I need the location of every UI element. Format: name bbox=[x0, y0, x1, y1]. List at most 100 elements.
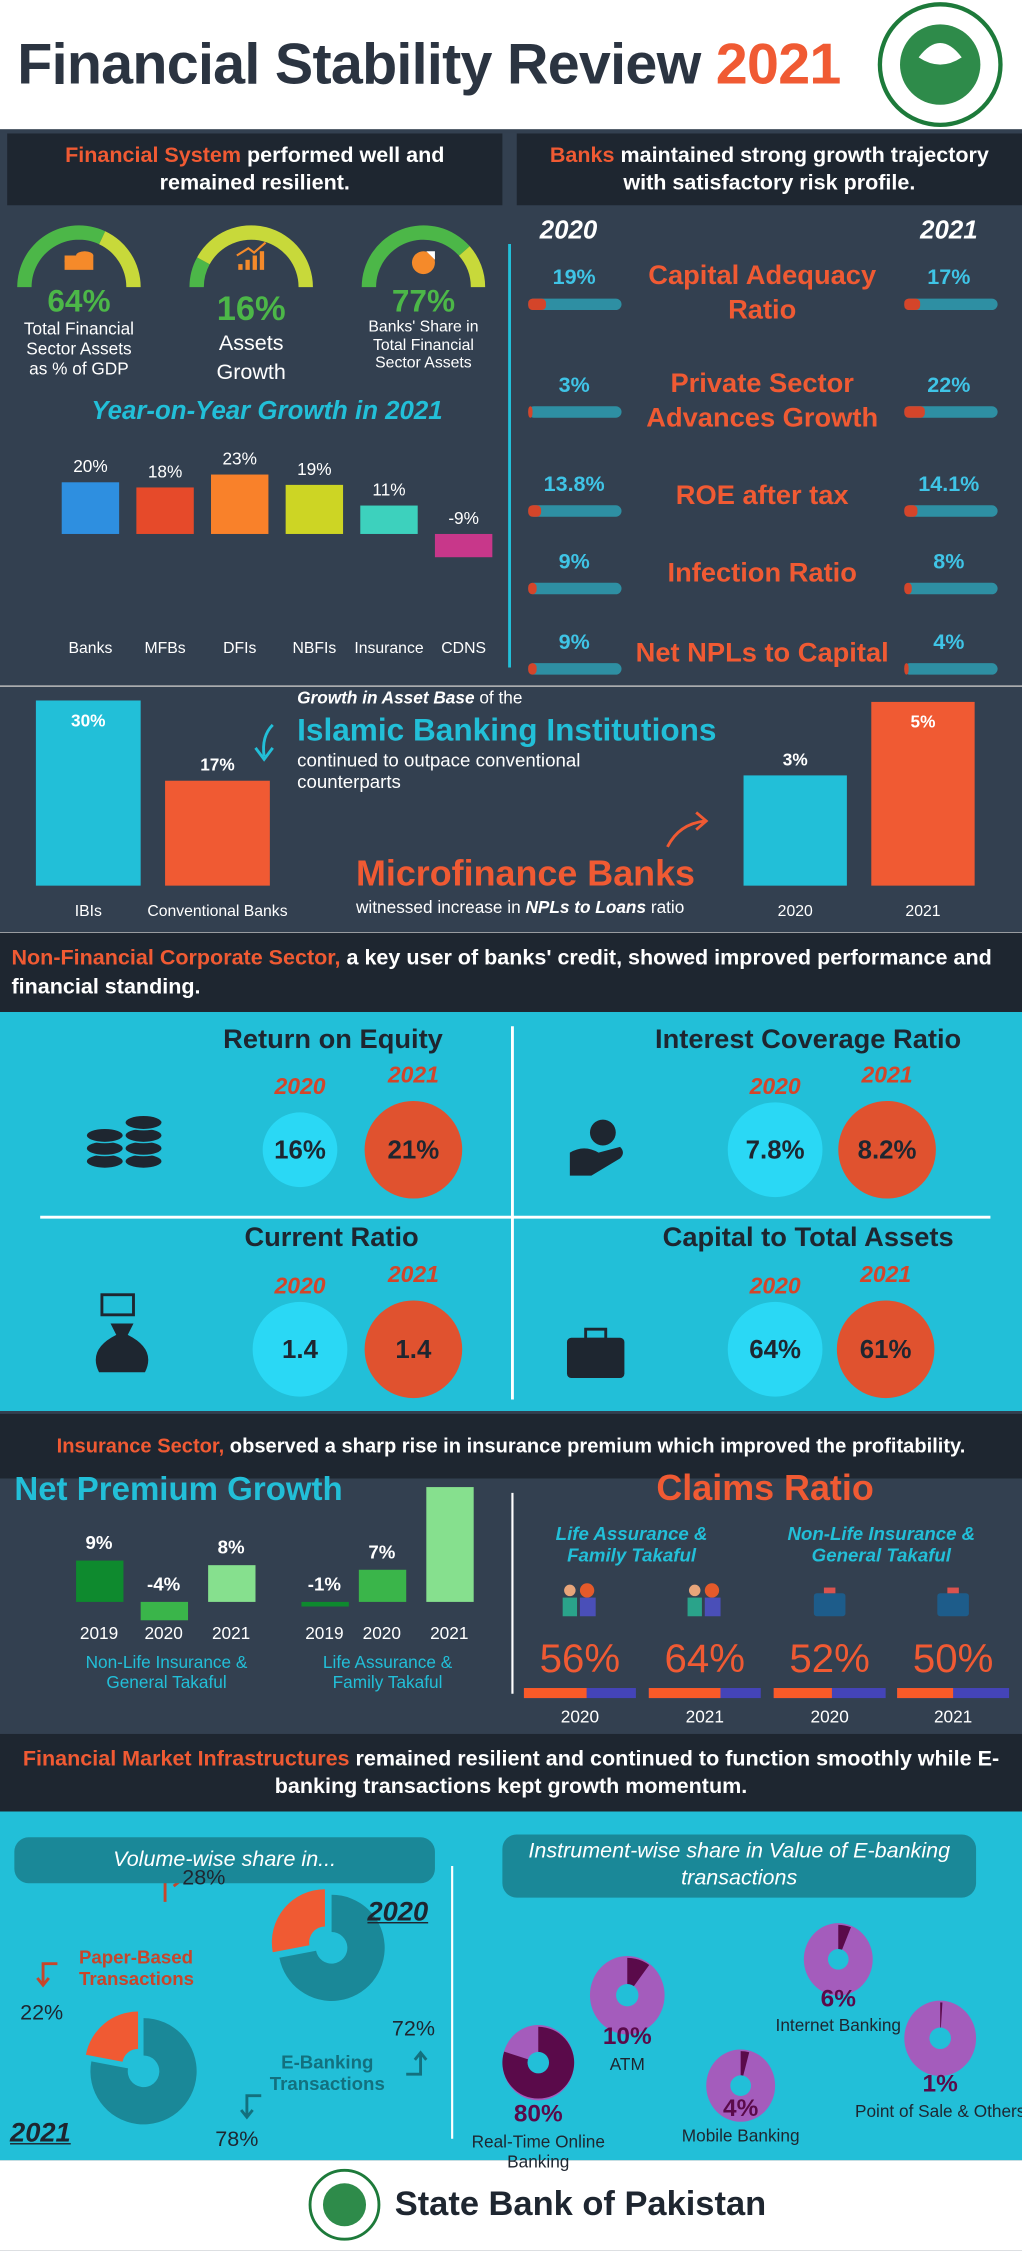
family-icon bbox=[562, 1597, 578, 1617]
bar-banks bbox=[61, 482, 120, 534]
bar-insurance bbox=[360, 505, 418, 534]
family-icon bbox=[564, 1584, 576, 1597]
metric-bar-fill bbox=[904, 505, 918, 517]
value-2020-circle: 1.4 bbox=[252, 1301, 348, 1397]
claims-bar-fill bbox=[648, 1688, 721, 1699]
pie-hole bbox=[827, 1948, 849, 1970]
pie-category-label: Mobile Banking bbox=[681, 2125, 800, 2146]
bar-category-label: CDNS bbox=[441, 640, 486, 657]
pie-hole bbox=[527, 2051, 550, 2074]
year-2020-label: 2020 bbox=[749, 1075, 801, 1100]
coin-stack-icon bbox=[124, 1140, 163, 1157]
bar-category-label: DFIs bbox=[223, 640, 256, 657]
gauge-track bbox=[197, 225, 313, 288]
briefcase-icon bbox=[947, 1587, 959, 1594]
metric-bar-track bbox=[904, 582, 998, 595]
mfb-title: Microfinance Banks bbox=[355, 854, 696, 895]
coin-stack-icon bbox=[85, 1153, 125, 1170]
growth-chart-icon bbox=[245, 259, 250, 270]
family-icon bbox=[579, 1597, 596, 1617]
premium-value-label: 8% bbox=[218, 1537, 245, 1558]
metric-2020-value: 9% bbox=[558, 630, 590, 655]
gauge-value: 77% bbox=[391, 282, 456, 319]
gauge-label: Assets Growth bbox=[216, 331, 286, 384]
premium-year-label: 2021 bbox=[430, 1623, 468, 1643]
arrow-icon bbox=[240, 2094, 262, 2120]
pie-hole bbox=[616, 1984, 639, 2007]
bar-category-label: NBFIs bbox=[292, 640, 336, 657]
premium-year-label: 2021 bbox=[212, 1623, 250, 1643]
volume-year-2021: 2021 bbox=[10, 2118, 71, 2149]
family-icon bbox=[688, 1584, 701, 1597]
sbp-footer-logo-emblem bbox=[322, 2183, 367, 2227]
metric-bar-track bbox=[528, 505, 622, 517]
nfc-header: Non-Financial Corporate Sector, a key us… bbox=[0, 933, 1022, 1012]
growth-chart-icon bbox=[252, 255, 257, 270]
year-2020-label: 2020 bbox=[274, 1075, 326, 1100]
bar-category-label: 2021 bbox=[905, 903, 940, 920]
npg-group-label: Life Assurance & Family Takaful bbox=[322, 1652, 453, 1693]
bar-category-label: IBIs bbox=[75, 903, 102, 920]
year-2020-label: 2020 bbox=[539, 215, 598, 245]
year-2020-label: 2020 bbox=[274, 1274, 326, 1300]
pie-value-label: 1% bbox=[923, 2070, 959, 2097]
metric-bar-fill bbox=[904, 406, 925, 418]
ebanking-slice bbox=[90, 2018, 197, 2125]
growth-chart-icon bbox=[259, 251, 265, 270]
bar-2020 bbox=[743, 775, 847, 886]
premium-bar bbox=[208, 1565, 256, 1602]
value-2021-circle: 61% bbox=[836, 1300, 935, 1399]
header-text: observed a sharp rise in insurance premi… bbox=[224, 1434, 966, 1458]
desc-em: NPLs to Loans bbox=[525, 897, 647, 918]
gauge-fill bbox=[189, 257, 210, 288]
claims-group-label: Non-Life Insurance & General Takaful bbox=[787, 1522, 976, 1566]
sbp-logo-emblem bbox=[899, 24, 981, 105]
growth-chart-icon bbox=[238, 264, 243, 270]
desc-text: ratio bbox=[646, 897, 685, 918]
metric-bar-track bbox=[528, 298, 622, 311]
premium-value-label: -1% bbox=[308, 1573, 342, 1594]
metric-bar-fill bbox=[904, 582, 912, 595]
year-2021-label: 2021 bbox=[387, 1263, 439, 1288]
hand-coin-icon bbox=[589, 1119, 616, 1146]
value-2021-circle: 21% bbox=[364, 1100, 463, 1199]
paper-based-slice bbox=[271, 1889, 325, 1953]
quadrant-title: Return on Equity bbox=[223, 1024, 443, 1056]
bar-value-label: 30% bbox=[71, 710, 105, 730]
briefcase-icon bbox=[937, 1593, 969, 1617]
gauge-track bbox=[458, 246, 486, 288]
metric-bar-track bbox=[904, 406, 998, 418]
claims-value: 52% bbox=[789, 1636, 870, 1681]
claims-group-label: Life Assurance & Family Takaful bbox=[555, 1522, 708, 1566]
premium-year-label: 2020 bbox=[363, 1623, 401, 1643]
pie-value-label: 6% bbox=[821, 1986, 857, 2013]
metric-bar-track bbox=[528, 406, 622, 418]
premium-year-label: 2019 bbox=[305, 1623, 343, 1643]
premium-value-label: 9% bbox=[86, 1532, 113, 1553]
metric-bar-fill bbox=[904, 298, 921, 311]
family-icon bbox=[704, 1597, 721, 1617]
bar-2021 bbox=[871, 701, 975, 886]
bar-value-label: 19% bbox=[297, 459, 331, 479]
year-2021-label: 2021 bbox=[387, 1063, 439, 1089]
footer-name: State Bank of Pakistan bbox=[394, 2184, 767, 2224]
gauge-fill bbox=[17, 225, 106, 288]
value-2021-circle: 1.4 bbox=[364, 1300, 463, 1399]
premium-bar bbox=[140, 1601, 189, 1621]
pie-category-label: ATM bbox=[609, 2054, 645, 2075]
page-title: Financial Stability Review 2021 bbox=[17, 32, 841, 98]
bar-category-label: MFBs bbox=[144, 640, 185, 657]
gauge-value: 64% bbox=[47, 282, 111, 319]
pie-value-label: 4% bbox=[723, 2095, 759, 2122]
metric-2021-value: 4% bbox=[933, 630, 965, 655]
claims-value: 56% bbox=[539, 1636, 621, 1681]
bar-category-label: Banks bbox=[69, 640, 113, 657]
gauge-value: 16% bbox=[216, 289, 286, 329]
islamic-title: Islamic Banking Institutions bbox=[297, 711, 717, 748]
metric-bar-fill bbox=[528, 298, 546, 311]
metric-bar-fill bbox=[528, 582, 537, 595]
arrow-icon bbox=[36, 1962, 58, 1988]
pie-chart-icon bbox=[411, 251, 435, 275]
bar-value-label: 23% bbox=[222, 448, 256, 468]
